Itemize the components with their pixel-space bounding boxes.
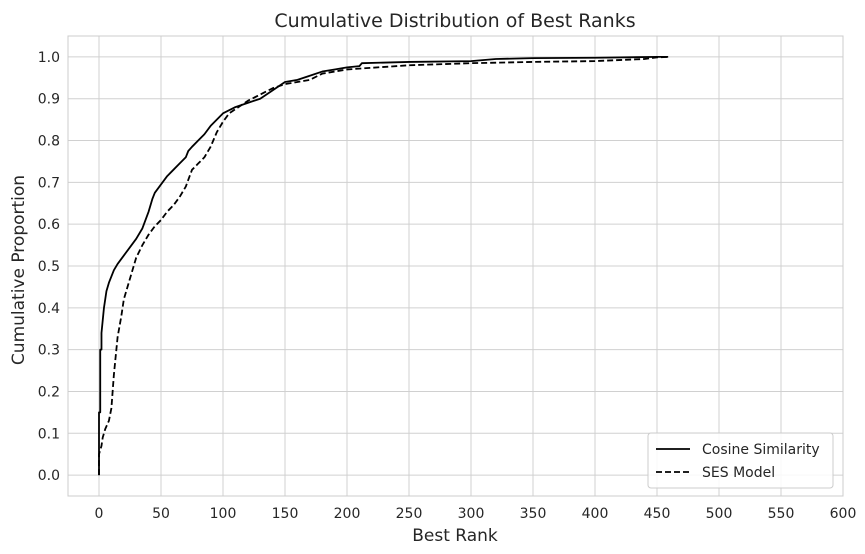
- plot-frame: [67, 35, 844, 497]
- x-tick-label: 200: [334, 506, 361, 522]
- y-tick-label: 0.7: [38, 175, 60, 191]
- x-tick-label: 100: [210, 506, 237, 522]
- x-tick-label: 600: [830, 506, 857, 522]
- y-axis-ticks: 0.0 0.1 0.2 0.3 0.4 0.5 0.6 0.7 0.8 0.9 1.0: [38, 50, 60, 484]
- x-tick-label: 400: [582, 506, 609, 522]
- x-axis-label: Best Rank: [412, 526, 498, 546]
- legend-box: [647, 432, 834, 489]
- legend-label: Cosine Similarity: [702, 442, 820, 458]
- series-lines: [98, 56, 669, 476]
- x-tick-label: 350: [520, 506, 547, 522]
- y-tick-label: 1.0: [38, 50, 60, 66]
- x-tick-label: 0: [95, 506, 104, 522]
- x-tick-label: 250: [396, 506, 423, 522]
- legend: Cosine Similarity SES Model: [647, 432, 834, 489]
- y-tick-label: 0.2: [38, 384, 60, 400]
- x-tick-label: 450: [644, 506, 671, 522]
- cosine-similarity-line: [98, 56, 669, 476]
- x-tick-label: 50: [152, 506, 170, 522]
- chart-title: Cumulative Distribution of Best Ranks: [274, 10, 635, 32]
- x-axis-ticks: 0 50 100 150 200 250 300 350 400 450 500 550 600: [95, 506, 857, 522]
- y-tick-label: 0.8: [38, 134, 60, 150]
- x-tick-label: 500: [706, 506, 733, 522]
- legend-label: SES Model: [702, 465, 775, 481]
- y-tick-label: 0.5: [38, 259, 60, 275]
- y-tick-label: 0.6: [38, 217, 60, 233]
- y-tick-label: 0.0: [38, 468, 60, 484]
- ses-model-line: [98, 56, 669, 476]
- x-tick-label: 300: [458, 506, 485, 522]
- y-tick-label: 0.1: [38, 426, 60, 442]
- plot-border: [67, 35, 844, 497]
- y-tick-label: 0.9: [38, 92, 60, 108]
- y-tick-label: 0.3: [38, 343, 60, 359]
- x-tick-label: 150: [272, 506, 299, 522]
- y-tick-label: 0.4: [38, 301, 60, 317]
- y-axis-label: Cumulative Proportion: [9, 175, 29, 365]
- grid-lines: [68, 36, 844, 496]
- x-tick-label: 550: [768, 506, 795, 522]
